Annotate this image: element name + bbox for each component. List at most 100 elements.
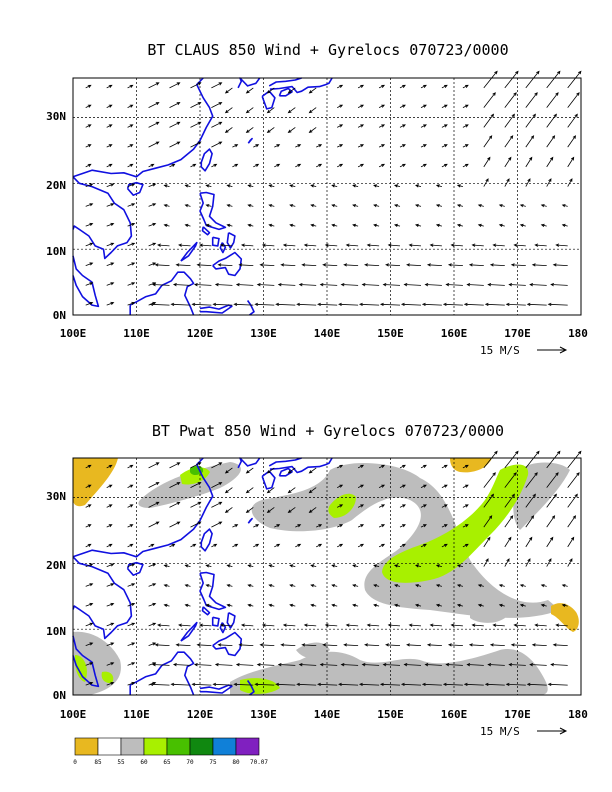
- wind-arrow: [157, 623, 170, 627]
- wind-arrow: [224, 467, 233, 474]
- wind-arrow: [379, 682, 401, 687]
- wind-arrow: [148, 482, 160, 488]
- wind-arrow: [266, 487, 275, 494]
- wind-arrow: [357, 163, 365, 168]
- wind-arrow: [441, 524, 448, 528]
- wind-arrow: [205, 204, 212, 208]
- wind-arrow: [214, 663, 233, 667]
- lon-label: 110E: [123, 327, 150, 340]
- wind-arrow: [287, 487, 296, 494]
- wind-arrow: [85, 222, 94, 227]
- wind-arrow: [190, 501, 202, 508]
- wind-arrow: [190, 102, 202, 108]
- wind-arrow: [196, 263, 212, 267]
- wind-arrow: [310, 603, 317, 608]
- wind-arrow: [289, 184, 296, 188]
- wind-arrow: [338, 682, 359, 687]
- wind-arrow: [415, 603, 422, 608]
- wind-arrow: [378, 124, 386, 128]
- wind-arrow: [525, 558, 531, 567]
- wind-arrow: [191, 302, 212, 307]
- lon-label: 130E: [250, 708, 277, 721]
- wind-arrow: [254, 682, 275, 687]
- wind-arrow: [289, 564, 296, 568]
- wind-arrow: [567, 113, 578, 128]
- wind-arrow: [462, 163, 469, 168]
- wind-arrow: [205, 564, 212, 568]
- wind-arrow: [127, 484, 134, 488]
- wind-arrow: [406, 643, 422, 647]
- wind-arrow: [399, 543, 406, 548]
- wind-arrow: [211, 543, 218, 548]
- longitude-labels: 100E 110E 120E 130E 140E 150E 160E 170E …: [60, 708, 588, 721]
- wind-arrow: [352, 204, 359, 208]
- colorbar-label: 75: [209, 759, 217, 766]
- wind-arrow: [378, 484, 386, 488]
- wind-arrow: [337, 84, 344, 89]
- wind-arrow: [357, 84, 365, 89]
- wind-arrow: [382, 283, 401, 287]
- wind-arrow: [364, 643, 380, 647]
- colorbar-label: 70.07: [250, 759, 268, 766]
- wind-arrow: [352, 584, 359, 588]
- colorbar-label: 55: [117, 759, 125, 766]
- wind-arrow: [546, 135, 556, 148]
- wind-arrow: [510, 643, 526, 647]
- wind-arrow: [403, 663, 422, 667]
- wind-arrow: [561, 204, 568, 208]
- wind-arrow: [483, 178, 489, 187]
- wind-arrow: [127, 583, 136, 587]
- wind-arrow: [546, 178, 552, 187]
- wind-arrow: [127, 504, 134, 508]
- wind-arrow: [261, 623, 275, 627]
- wind-arrow: [340, 283, 359, 287]
- wind-arrow: [504, 472, 517, 488]
- wind-arrow: [378, 104, 386, 108]
- coastline-segment: [211, 616, 220, 627]
- wind-arrow: [298, 663, 317, 667]
- lon-label: 160E: [441, 327, 468, 340]
- wind-arrow: [463, 682, 484, 687]
- wind-arrow: [399, 104, 406, 108]
- wind-arrow: [219, 623, 233, 627]
- wind-arrow: [393, 223, 401, 228]
- wind-arrow: [289, 584, 296, 588]
- wind-arrow: [106, 681, 115, 686]
- wind-arrow: [224, 487, 233, 494]
- wind-arrow: [483, 515, 493, 528]
- wind-arrow: [441, 144, 448, 148]
- wind-arrow: [127, 124, 134, 128]
- wind-arrow: [550, 283, 568, 287]
- wind-arrow: [205, 584, 212, 588]
- lon-label: 180: [568, 327, 588, 340]
- wind-arrow: [547, 682, 568, 687]
- wind-arrow: [357, 144, 364, 148]
- wind-arrow: [378, 524, 386, 528]
- wind-arrow: [85, 203, 94, 207]
- coastline-segment: [129, 271, 195, 316]
- wind-arrow: [196, 643, 212, 647]
- wind-arrow: [498, 584, 505, 588]
- wind-arrow: [106, 104, 113, 108]
- wind-arrow: [366, 243, 380, 247]
- wind-arrow: [441, 163, 448, 168]
- wind-arrow: [295, 163, 302, 168]
- wind-arrow: [505, 302, 526, 307]
- wind-arrow: [393, 204, 401, 208]
- wind-arrow: [191, 682, 212, 687]
- wind-arrow: [287, 127, 296, 134]
- wind-arrow: [487, 283, 505, 287]
- wind-arrow: [525, 70, 540, 89]
- wind-arrow: [178, 623, 191, 627]
- wind-arrow: [274, 543, 281, 548]
- wind-arrow: [337, 163, 344, 168]
- wind-arrow: [219, 243, 233, 247]
- wind-arrow: [484, 302, 505, 307]
- wind-arrow: [308, 87, 317, 94]
- coastline-segment: [278, 87, 293, 97]
- wind-arrow: [468, 263, 484, 267]
- wind-arrow: [483, 536, 491, 548]
- wind-arrow: [127, 242, 136, 247]
- wind-arrow: [420, 144, 427, 148]
- wind-arrow: [275, 302, 296, 307]
